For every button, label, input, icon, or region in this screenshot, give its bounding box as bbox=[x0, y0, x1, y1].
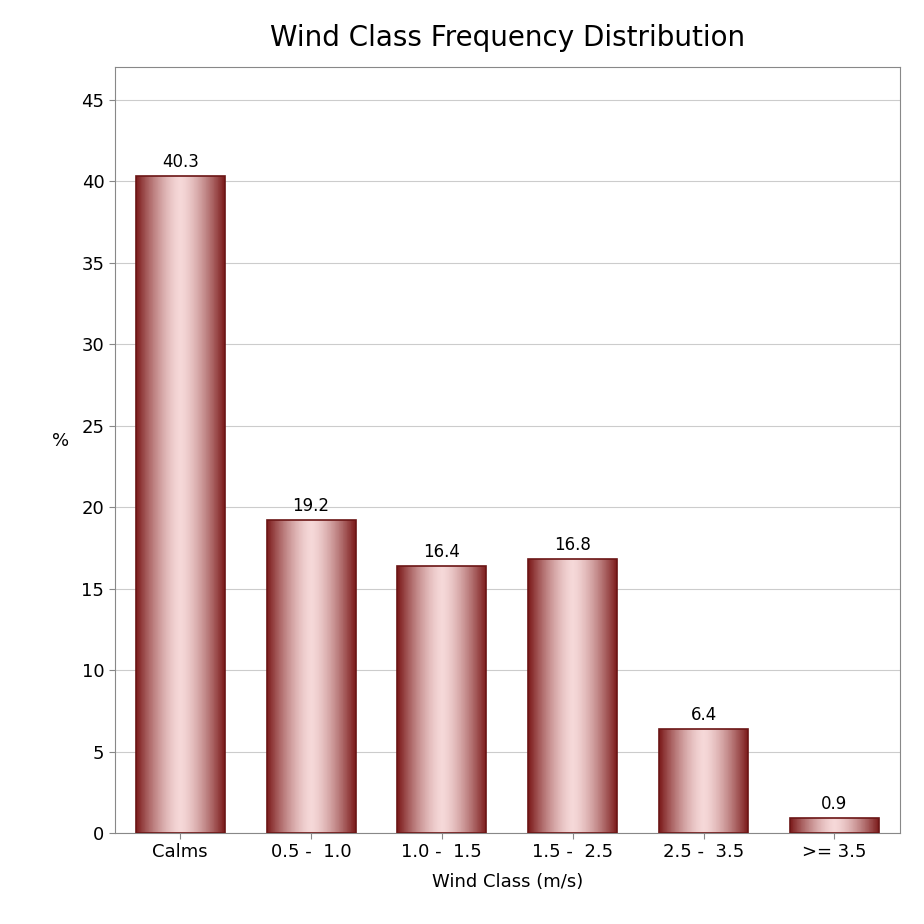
Bar bbox=[136, 176, 225, 833]
Text: 16.4: 16.4 bbox=[423, 542, 460, 561]
X-axis label: Wind Class (m/s): Wind Class (m/s) bbox=[432, 872, 583, 891]
Text: 6.4: 6.4 bbox=[690, 706, 717, 723]
Text: 40.3: 40.3 bbox=[162, 153, 199, 171]
Bar bbox=[266, 520, 356, 833]
Bar bbox=[529, 559, 617, 833]
Text: 0.9: 0.9 bbox=[821, 796, 847, 813]
Bar bbox=[659, 729, 748, 833]
Text: 16.8: 16.8 bbox=[554, 536, 591, 554]
Title: Wind Class Frequency Distribution: Wind Class Frequency Distribution bbox=[270, 24, 745, 53]
Bar bbox=[397, 565, 486, 833]
Text: 19.2: 19.2 bbox=[293, 497, 330, 516]
Bar bbox=[790, 819, 879, 833]
Y-axis label: %: % bbox=[52, 432, 69, 450]
